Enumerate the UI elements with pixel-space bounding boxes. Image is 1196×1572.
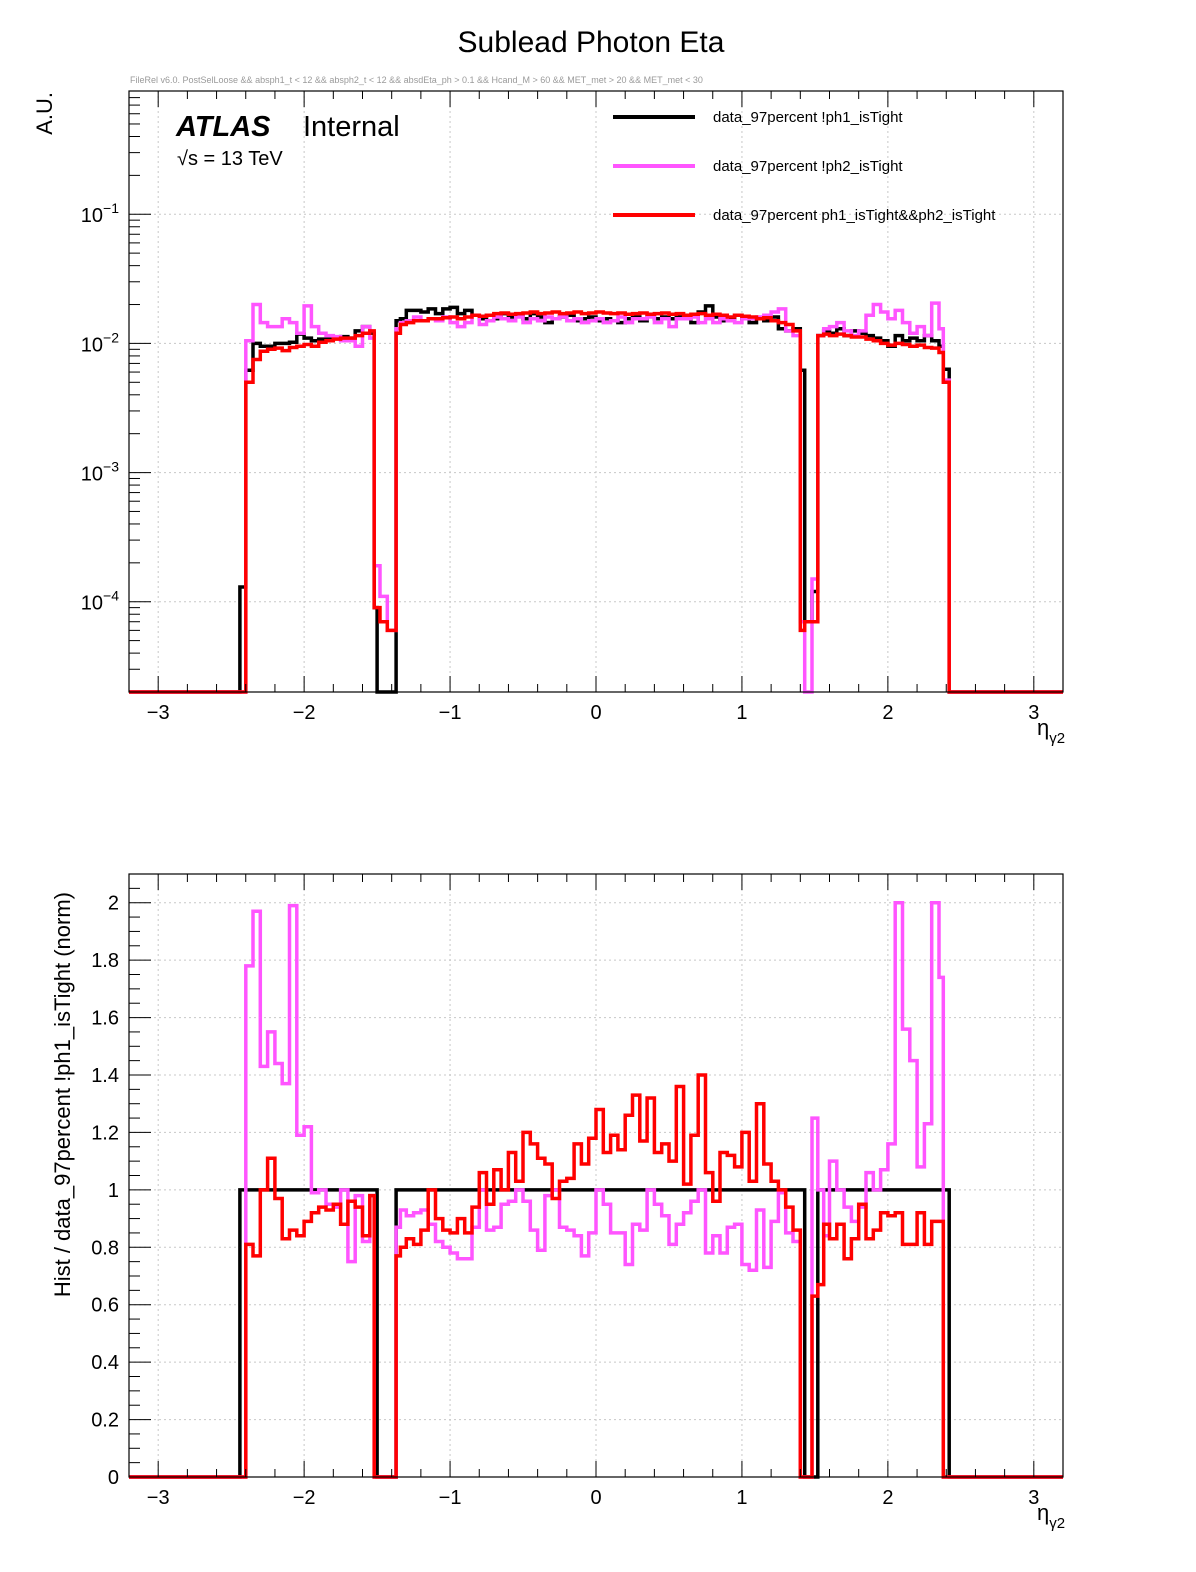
- x-tick-label: −3: [147, 1487, 170, 1509]
- x-tick-label: −1: [439, 702, 462, 724]
- x-tick-label: 0: [590, 702, 601, 724]
- y-tick-label: 0: [108, 1467, 119, 1489]
- x-axis-label: ηγ2: [1037, 1500, 1065, 1532]
- top-panel: −3 −2 −1 0 1 2 3 10−1 10−2 10−3 10−4 ηγ2 A.U.: [32, 90, 1065, 747]
- x-tick-label: 2: [882, 1487, 893, 1509]
- x-tick-label: −2: [293, 1487, 316, 1509]
- atlas-label: ATLAS Internal √s = 13 TeV: [175, 111, 400, 170]
- x-tick-label: −1: [439, 1487, 462, 1509]
- x-tick-label: 2: [882, 702, 893, 724]
- x-tick-label: 1: [736, 1487, 747, 1509]
- x-tick-label: 3: [1028, 702, 1039, 724]
- y-tick-label: 10−4: [81, 588, 119, 615]
- legend-label: data_97percent !ph1_isTight: [713, 109, 903, 126]
- y-tick-label: 0.2: [91, 1410, 119, 1432]
- legend-label: data_97percent ph1_isTight&&ph2_isTight: [713, 207, 996, 224]
- y-tick-label: 1: [108, 1180, 119, 1202]
- y-axis-label: Hist / data_97percent !ph1_isTight (norm…: [50, 892, 75, 1297]
- y-tick-label: 10−2: [81, 329, 119, 356]
- y-tick-label: 0.8: [91, 1237, 119, 1259]
- x-tick-label: −3: [147, 702, 170, 724]
- y-tick-label: 1.6: [91, 1008, 119, 1030]
- series-line: [129, 301, 1063, 694]
- legend-label: data_97percent !ph2_isTight: [713, 158, 903, 175]
- y-tick-label: 1.4: [91, 1065, 119, 1087]
- series-line: [129, 304, 1063, 694]
- x-tick-label: 3: [1028, 1487, 1039, 1509]
- series-line: [129, 310, 1063, 694]
- x-tick-label: 1: [736, 702, 747, 724]
- x-axis-label: ηγ2: [1037, 715, 1065, 747]
- y-tick-label: 10−3: [81, 459, 119, 486]
- atlas-status: Internal: [303, 111, 400, 143]
- y-tick-label: 2: [108, 893, 119, 915]
- y-tick-label: 0.6: [91, 1295, 119, 1317]
- series-line: [129, 900, 1063, 1479]
- atlas-brand: ATLAS: [175, 111, 271, 143]
- legend: data_97percent !ph1_isTight data_97percen…: [613, 109, 996, 224]
- chart-title: Sublead Photon Eta: [458, 26, 725, 59]
- series-line: [129, 1073, 1063, 1479]
- y-tick-label: 1.2: [91, 1122, 119, 1144]
- y-tick-label: 0.4: [91, 1352, 119, 1374]
- y-tick-label: 10−1: [81, 200, 119, 227]
- y-tick-label: 1.8: [91, 950, 119, 972]
- atlas-energy: √s = 13 TeV: [177, 148, 283, 170]
- x-tick-label: 0: [590, 1487, 601, 1509]
- ratio-panel: −3 −2 −1 0 1 2 3 0 0.2 0.4 0.6 0.8 1 1.2 1.4 1.6 1.8 2 ηγ2…: [50, 873, 1065, 1532]
- y-axis-label: A.U.: [32, 92, 57, 135]
- x-tick-label: −2: [293, 702, 316, 724]
- selection-cuts: FileRel v6.0. PostSelLoose && absph1_t <…: [130, 75, 703, 85]
